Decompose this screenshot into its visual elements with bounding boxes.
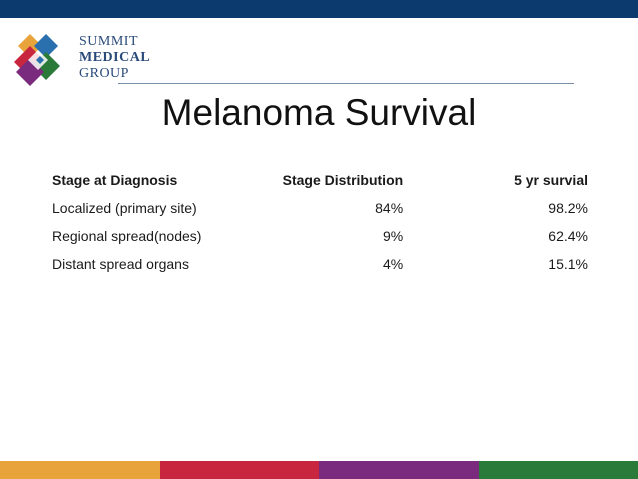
row-stage: Distant spread organs [52, 256, 189, 272]
bottom-bar-red [159, 461, 319, 479]
header-stage-distribution: Stage Distribution [282, 172, 404, 188]
survival-table: Stage at Diagnosis Stage Distribution 5 … [50, 166, 590, 278]
logo-text-summit: SUMMIT [79, 34, 139, 49]
bottom-bar-purple [319, 461, 479, 479]
header-stage-at-diagnosis: Stage at Diagnosis [52, 172, 178, 188]
bottom-color-bar [0, 461, 638, 479]
bottom-bar-green [478, 461, 638, 479]
table-header-row: Stage at Diagnosis Stage Distribution 5 … [50, 166, 590, 194]
row-distribution: 9% [382, 228, 404, 244]
logo-text-group: GROUP [79, 66, 129, 81]
row-stage: Localized (primary site) [52, 200, 197, 216]
table-row: Localized (primary site) 84% 98.2% [50, 194, 590, 222]
row-distribution: 84% [375, 200, 404, 216]
header-divider [118, 83, 574, 84]
slide-title: Melanoma Survival [161, 92, 477, 133]
table-row: Distant spread organs 4% 15.1% [50, 250, 590, 278]
row-stage: Regional spread(nodes) [52, 228, 202, 244]
table-row: Regional spread(nodes) 9% 62.4% [50, 222, 590, 250]
top-color-bar [0, 0, 638, 18]
header-5yr-survival: 5 yr survial [514, 172, 588, 188]
row-survival: 98.2% [548, 200, 588, 216]
bottom-bar-orange [0, 461, 160, 479]
row-survival: 62.4% [548, 228, 588, 244]
row-distribution: 4% [382, 256, 404, 272]
logo-diamond-icon [14, 34, 60, 86]
logo-text-medical: MEDICAL [79, 50, 151, 65]
row-survival: 15.1% [548, 256, 588, 272]
summit-medical-group-logo: SUMMIT MEDICAL GROUP [12, 30, 150, 92]
